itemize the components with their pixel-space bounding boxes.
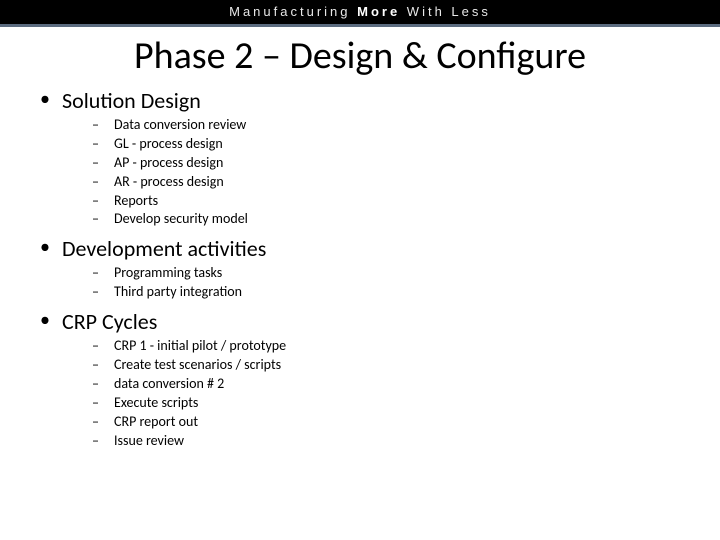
list-item: Issue review [88, 432, 720, 451]
list-item-text: CRP 1 - initial pilot / prototype [114, 337, 286, 354]
list-item: data conversion # 2 [88, 375, 720, 394]
section-heading: CRP Cycles [36, 308, 720, 335]
list-item-text: Programming tasks [114, 264, 222, 281]
list-item: Programming tasks [88, 264, 720, 283]
list-item: GL - process design [88, 135, 720, 154]
section-label: Development activities [62, 235, 266, 262]
list-item: Reports [88, 192, 720, 211]
list-item: Execute scripts [88, 394, 720, 413]
list-item-text: Create test scenarios / scripts [114, 356, 281, 373]
section-items: Data conversion review GL - process desi… [36, 116, 720, 229]
header-text-2: With Less [400, 4, 491, 19]
list-item-text: data conversion # 2 [114, 375, 224, 392]
list-item: Develop security model [88, 210, 720, 229]
list-item-text: Data conversion review [114, 116, 246, 133]
header-text-bold: More [357, 4, 400, 19]
section-label: Solution Design [62, 87, 201, 114]
section-label: CRP Cycles [62, 308, 157, 335]
list-item: CRP 1 - initial pilot / prototype [88, 337, 720, 356]
list-item-text: Third party integration [114, 283, 242, 300]
content-area: Solution Design Data conversion review G… [0, 87, 720, 450]
list-item-text: Execute scripts [114, 394, 198, 411]
page-title: Phase 2 – Design & Configure [0, 33, 720, 79]
list-item-text: GL - process design [114, 135, 223, 152]
header-text-1: Manufacturing [229, 4, 357, 19]
list-item: CRP report out [88, 413, 720, 432]
list-item: AR - process design [88, 173, 720, 192]
section-items: CRP 1 - initial pilot / prototype Create… [36, 337, 720, 450]
list-item: Third party integration [88, 283, 720, 302]
list-item-text: CRP report out [114, 413, 198, 430]
list-item-text: Develop security model [114, 210, 248, 227]
list-item-text: AP - process design [114, 154, 223, 171]
header-bar: Manufacturing More With Less [0, 0, 720, 24]
list-item: AP - process design [88, 154, 720, 173]
section-heading: Development activities [36, 235, 720, 262]
list-item: Data conversion review [88, 116, 720, 135]
section-items: Programming tasks Third party integratio… [36, 264, 720, 302]
header-underline [0, 24, 720, 27]
list-item-text: Reports [114, 192, 158, 209]
list-item-text: AR - process design [114, 173, 224, 190]
list-item-text: Issue review [114, 432, 184, 449]
section-heading: Solution Design [36, 87, 720, 114]
list-item: Create test scenarios / scripts [88, 356, 720, 375]
